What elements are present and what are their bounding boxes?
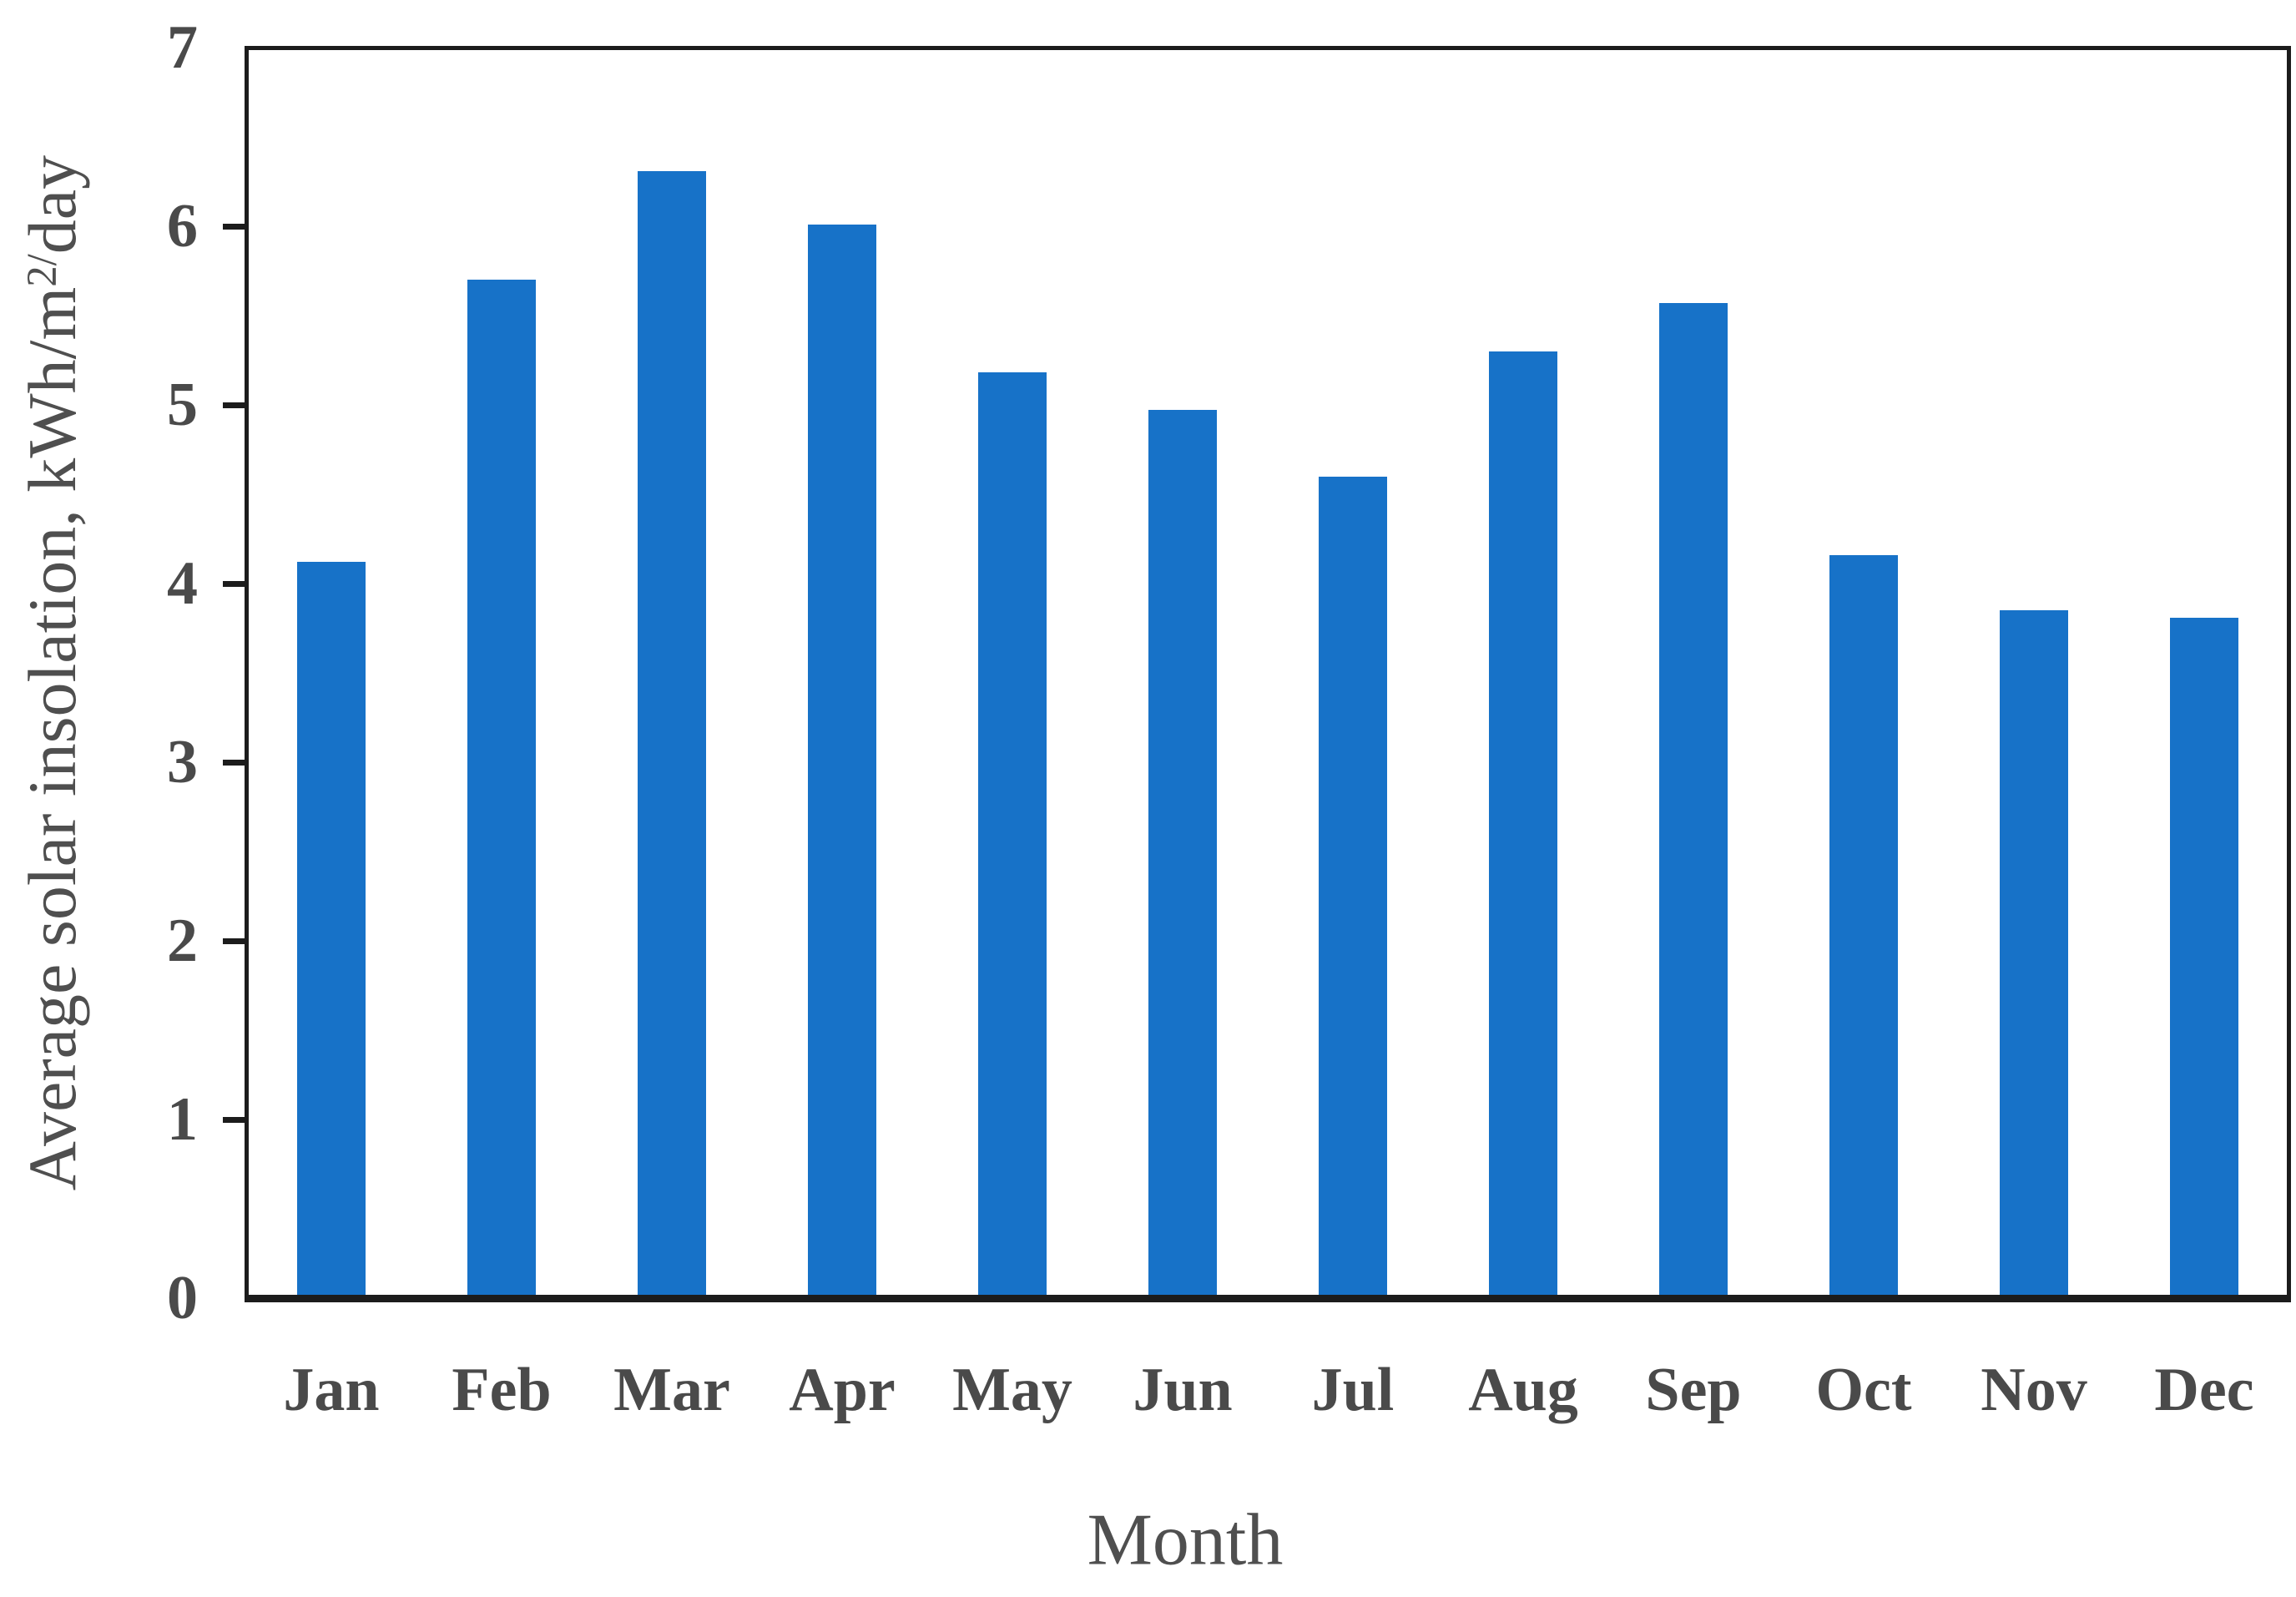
y-tick-label-2: 2 [167, 907, 198, 975]
x-axis-label-dec: Dec [2154, 1356, 2254, 1424]
y-tick-mark-6 [223, 223, 245, 230]
y-tick-mark-3 [223, 759, 245, 766]
y-tick-mark-1 [223, 1116, 245, 1123]
bar-jan [297, 562, 366, 1298]
x-axis-label-may: May [952, 1356, 1072, 1424]
y-axis-title-unit-suffix: day [14, 154, 90, 255]
x-axis-label-nov: Nov [1981, 1356, 2087, 1424]
x-axis-label-apr: Apr [789, 1356, 896, 1424]
bar-mar [638, 170, 706, 1298]
bar-jul [1319, 476, 1387, 1298]
bar-may [978, 372, 1047, 1298]
y-tick-mark-4 [223, 580, 245, 587]
bar-oct [1829, 554, 1898, 1298]
x-axis-label-oct: Oct [1815, 1356, 1912, 1424]
y-tick-label-7: 7 [167, 13, 198, 82]
y-tick-mark-5 [223, 402, 245, 408]
x-axis-label-jul: Jul [1311, 1356, 1395, 1424]
bar-nov [2000, 610, 2068, 1298]
y-tick-label-1: 1 [167, 1085, 198, 1154]
bar-sep [1659, 303, 1728, 1298]
bar-feb [467, 280, 536, 1298]
y-axis-title: Average solar insolation, kWh/m2/day [13, 155, 92, 1190]
y-tick-label-6: 6 [167, 192, 198, 260]
y-tick-mark-2 [223, 937, 245, 944]
y-tick-label-3: 3 [167, 728, 198, 796]
y-axis-title-text: Average solar insolation, kWh/m [14, 286, 90, 1191]
plot-area-frame [245, 46, 2291, 1302]
y-tick-label-5: 5 [167, 371, 198, 439]
y-tick-label-0: 0 [167, 1264, 198, 1332]
x-axis-label-jan: Jan [283, 1356, 380, 1424]
x-axis-label-aug: Aug [1468, 1356, 1578, 1424]
y-tick-label-4: 4 [167, 549, 198, 618]
bar-aug [1489, 351, 1557, 1298]
bar-apr [808, 224, 876, 1298]
bar-jun [1148, 410, 1217, 1298]
x-axis-label-sep: Sep [1645, 1356, 1742, 1424]
y-axis-title-superscript: 2/ [18, 254, 66, 287]
x-axis-label-mar: Mar [613, 1356, 730, 1424]
x-axis-label-jun: Jun [1133, 1356, 1233, 1424]
bar-dec [2170, 617, 2238, 1298]
x-axis-label-feb: Feb [452, 1356, 552, 1424]
x-axis-title: Month [1087, 1499, 1284, 1581]
